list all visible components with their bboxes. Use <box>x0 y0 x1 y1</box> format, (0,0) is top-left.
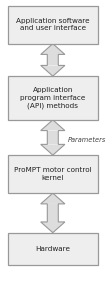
Bar <box>47 204 58 222</box>
FancyBboxPatch shape <box>8 233 98 265</box>
Text: Hardware: Hardware <box>35 246 70 252</box>
Polygon shape <box>41 44 65 54</box>
Polygon shape <box>41 193 65 204</box>
FancyBboxPatch shape <box>8 6 98 44</box>
Polygon shape <box>41 222 65 233</box>
Text: Application software
and user interface: Application software and user interface <box>16 18 90 31</box>
Text: Application
program interface
(API) methods: Application program interface (API) meth… <box>20 87 85 109</box>
FancyBboxPatch shape <box>8 76 98 120</box>
Bar <box>47 54 58 65</box>
Text: Parameters: Parameters <box>68 136 107 143</box>
Text: ProMPT motor control
kernel: ProMPT motor control kernel <box>14 168 92 181</box>
Bar <box>47 131 58 144</box>
Polygon shape <box>41 120 65 131</box>
FancyBboxPatch shape <box>8 155 98 193</box>
Polygon shape <box>41 144 65 155</box>
Polygon shape <box>41 65 65 76</box>
